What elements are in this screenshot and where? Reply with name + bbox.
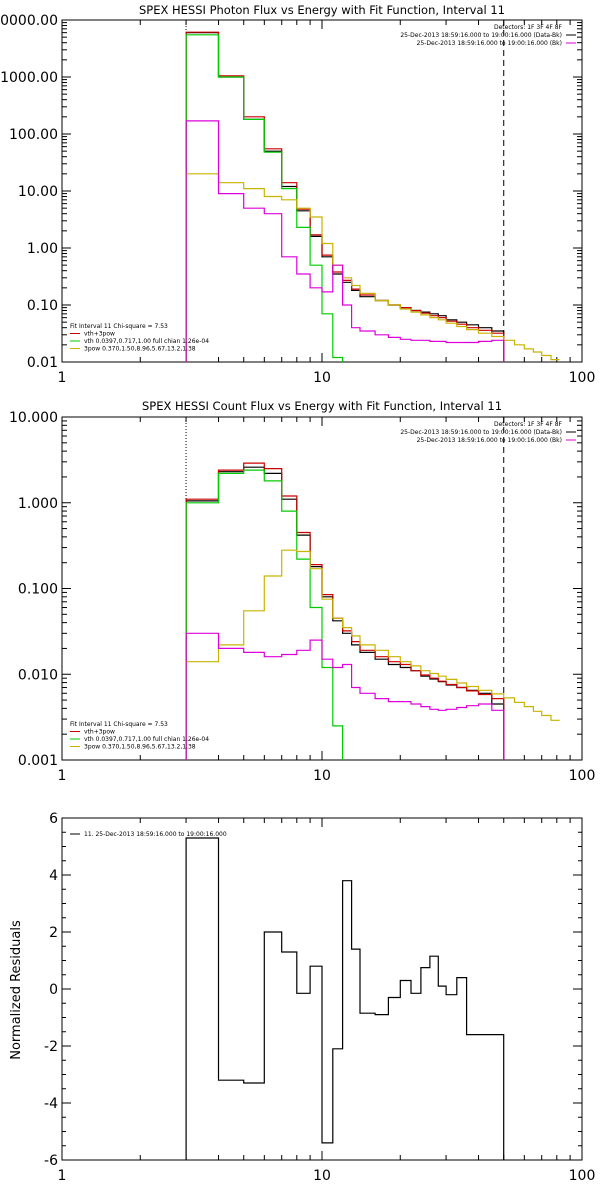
- y-tick-label: -4: [44, 1096, 58, 1112]
- x-tick-label: 100: [569, 370, 596, 386]
- y-tick-label: 0000.00: [0, 13, 58, 29]
- y-tick-label: 1.00: [27, 241, 58, 257]
- y-tick-label: 0.100: [18, 582, 58, 598]
- series-line-bk: [185, 120, 505, 362]
- series-line-data-bk: [185, 466, 505, 760]
- y-tick-label: -2: [44, 1039, 58, 1055]
- series-line-bk: [185, 632, 505, 760]
- legend-right-text: Detectors: 1F 3F 4F 8F: [494, 421, 563, 428]
- series-line-data-bk: [185, 32, 505, 362]
- legend-right-text: 25-Dec-2013 18:59:16.000 to 19:00:16.000…: [417, 437, 562, 444]
- legend-right-text: 25-Dec-2013 18:59:16.000 to 19:00:16.000…: [400, 32, 562, 39]
- series-line-vth-3pow: [185, 31, 505, 362]
- x-tick-label: 10: [313, 370, 331, 386]
- series-line-residuals: [185, 837, 505, 1160]
- y-tick-label: 4: [49, 868, 58, 884]
- x-tick-label: 1: [58, 1168, 67, 1184]
- residuals-panel: Normalized Residuals 1 10 100 -6 -4 -2 0 2 4 6 11.…: [9, 811, 595, 1184]
- count-flux-panel: SPEX HESSI Count Flux vs Energy with Fit…: [9, 399, 595, 784]
- series-line-vth: [185, 469, 344, 760]
- series-line-3pow: [185, 549, 560, 760]
- legend-left-text: Fit Interval 11 Chi-square = 7.53: [70, 323, 168, 330]
- y-tick-label: 10.000: [9, 410, 58, 426]
- series-group: [185, 462, 560, 760]
- y-tick-label: 1000.00: [0, 70, 58, 86]
- legend-left-text: 11. 25-Dec-2013 18:59:16.000 to 19:00:16…: [84, 831, 227, 838]
- legend-left-text: vth+3pow: [84, 331, 115, 338]
- photon-flux-panel: SPEX HESSI Photon Flux vs Energy with Fi…: [0, 3, 595, 386]
- y-tick-label: 6: [49, 811, 58, 827]
- y-tick-label: 1.000: [18, 496, 58, 512]
- y-tick-label: 100.00: [9, 127, 58, 143]
- y-tick-label: 2: [49, 925, 58, 941]
- x-tick-label: 1: [58, 768, 67, 784]
- series-line-3pow: [185, 173, 560, 362]
- series-group: [185, 31, 560, 362]
- legend-left-text: 3pow 0.370,1.50,8.96,5.67,13.2,1.38: [84, 744, 196, 751]
- y-tick-label: 0: [49, 982, 58, 998]
- legend-left-text: vth+3pow: [84, 729, 115, 736]
- legend-left-text: Fit Interval 11 Chi-square = 7.53: [70, 721, 168, 728]
- y-tick-label: 10.00: [18, 184, 58, 200]
- legend-right-text: Detectors: 1F 3F 4F 8F: [494, 24, 563, 31]
- x-tick-label: 10: [313, 768, 331, 784]
- y-axis-label: Normalized Residuals: [9, 920, 24, 1060]
- x-tick-label: 10: [313, 1168, 331, 1184]
- legend-left-text: vth 0.0397,0.717,1.00 full chian 1.26e-0…: [84, 736, 209, 743]
- legend-right-text: 25-Dec-2013 18:59:16.000 to 19:00:16.000…: [400, 429, 562, 436]
- y-tick-label: -6: [44, 1153, 58, 1169]
- series-group: [185, 837, 505, 1160]
- y-tick-label: 0.01: [27, 355, 58, 371]
- panel-title: SPEX HESSI Photon Flux vs Energy with Fi…: [139, 3, 505, 17]
- y-tick-label: 0.010: [18, 667, 58, 683]
- x-tick-label: 100: [569, 768, 596, 784]
- legend-left-text: vth 0.0397,0.717,1.00 full chian 1.26e-0…: [84, 338, 209, 345]
- panel-title: SPEX HESSI Count Flux vs Energy with Fit…: [142, 399, 502, 413]
- series-line-vth: [185, 34, 344, 362]
- legend-left-text: 3pow 0.370,1.50,8.96,5.67,13.2,1.38: [84, 346, 196, 353]
- y-tick-label: 0.001: [18, 753, 58, 769]
- legend-right-text: 25-Dec-2013 18:59:16.000 to 19:00:16.000…: [417, 40, 562, 47]
- y-tick-label: 0.10: [27, 298, 58, 314]
- x-tick-label: 1: [58, 370, 67, 386]
- series-line-vth-3pow: [185, 462, 505, 760]
- x-tick-label: 100: [569, 1168, 596, 1184]
